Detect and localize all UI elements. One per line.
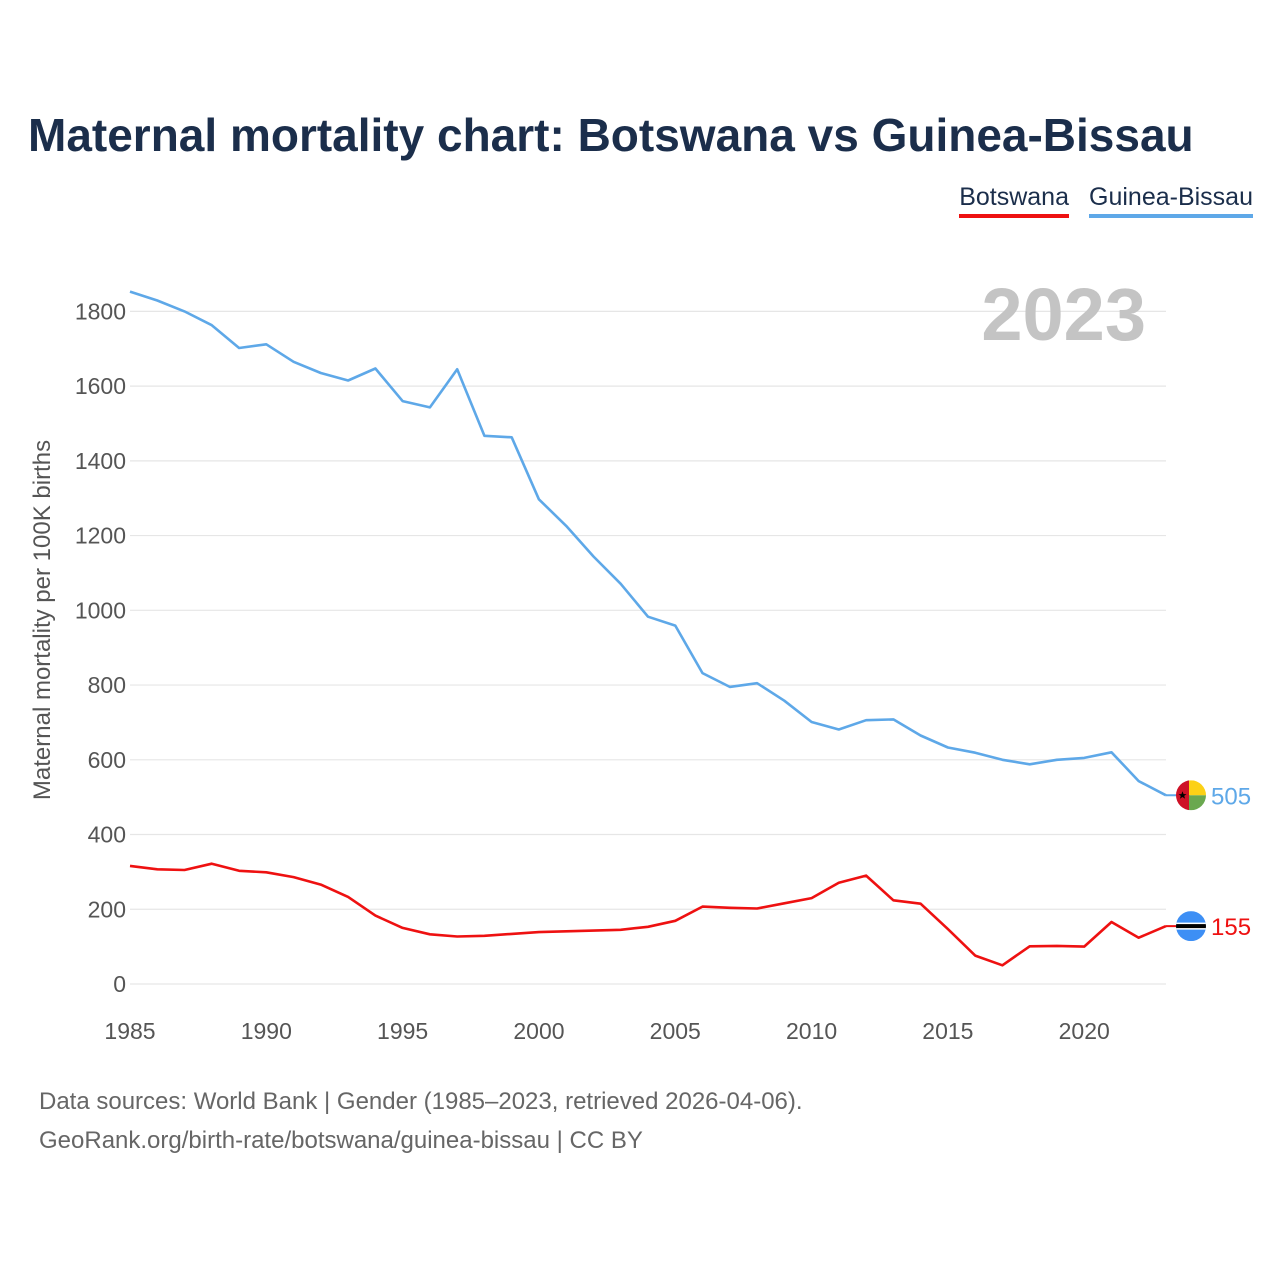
y-tick-label: 0 (113, 971, 126, 997)
botswana-flag-icon (1176, 911, 1206, 942)
y-tick-label: 200 (88, 896, 126, 922)
y-tick-label: 1800 (75, 298, 126, 324)
y-tick-label: 1400 (75, 448, 126, 474)
x-tick-label: 2015 (922, 1018, 973, 1044)
y-tick-label: 400 (88, 822, 126, 848)
series-lines (129, 290, 1190, 967)
source-link[interactable]: GeoRank.org/birth-rate/botswana/guinea-b… (39, 1127, 643, 1154)
series-line-guinea-bissau[interactable] (129, 290, 1167, 797)
grid-lines (130, 310, 1166, 985)
x-tick-label: 2010 (786, 1018, 837, 1044)
y-tick-label: 1600 (75, 373, 126, 399)
x-tick-label: 1995 (377, 1018, 428, 1044)
y-tick-label: 1000 (75, 597, 126, 623)
guinea-bissau-flag-icon (1176, 780, 1206, 811)
y-tick-label: 1200 (75, 523, 126, 549)
x-tick-label: 2005 (650, 1018, 701, 1044)
x-tick-label: 1990 (241, 1018, 292, 1044)
y-axis-label: Maternal mortality per 100K births (29, 440, 56, 800)
chart-title: Maternal mortality chart: Botswana vs Gu… (28, 109, 1194, 161)
y-tick-label: 600 (88, 747, 126, 773)
x-tick-label: 2020 (1059, 1018, 1110, 1044)
legend-item-botswana[interactable]: Botswana (959, 183, 1069, 218)
legend-item-guinea-bissau[interactable]: Guinea-Bissau (1089, 183, 1253, 218)
guinea-bissau-end-value: 505 (1211, 783, 1251, 810)
botswana-end-value: 155 (1211, 914, 1251, 941)
y-tick-label: 800 (88, 672, 126, 698)
x-tick-label: 2000 (513, 1018, 564, 1044)
axis-labels: 0 200 400 600 800 1000 1200 1400 1600 1800 1985 199… (75, 298, 1110, 1044)
line-chart: 0 200 400 600 800 1000 1200 1400 1600 1800 1985 199… (29, 273, 1251, 1044)
series-line-botswana[interactable] (129, 862, 1167, 967)
year-watermark: 2023 (981, 273, 1146, 356)
source-note: Data sources: World Bank | Gender (1985–… (39, 1088, 803, 1115)
x-tick-label: 1985 (104, 1018, 155, 1044)
